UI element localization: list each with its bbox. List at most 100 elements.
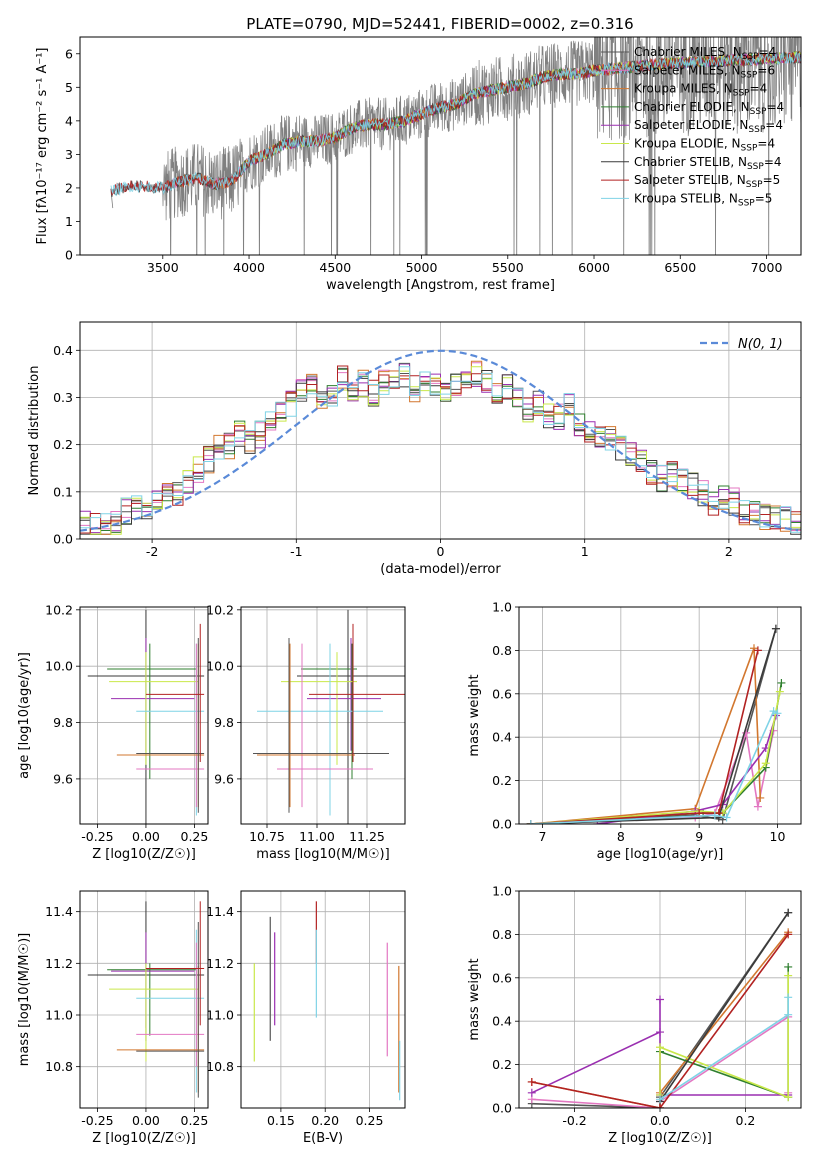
gridlines xyxy=(519,606,801,825)
y-tick-label: 11.4 xyxy=(206,904,234,919)
weight-point-marker xyxy=(784,971,793,980)
plot-area xyxy=(527,908,793,1108)
legend-subscript: SSP xyxy=(742,52,759,62)
weight-point-marker xyxy=(784,1093,793,1102)
x-tick-label: -0.25 xyxy=(81,829,113,844)
spectrum-data-line xyxy=(110,37,801,255)
x-axis-label: wavelength [Angstrom, rest frame] xyxy=(326,278,555,293)
weight-point-marker xyxy=(761,759,770,768)
weight-point-marker xyxy=(527,1088,536,1097)
legend-text: Salpeter STELIB, N xyxy=(634,173,746,187)
y-axis-label: mass [log10(M/M☉)] xyxy=(17,933,32,1066)
legend-subscript: SSP xyxy=(747,162,764,172)
x-tick-label: 0.25 xyxy=(356,1113,384,1128)
legend-subscript: SSP xyxy=(748,125,765,135)
x-tick-label: 0 xyxy=(437,544,445,559)
x-tick-label: 1 xyxy=(581,544,589,559)
y-tick-label: 0.8 xyxy=(492,927,512,942)
legend-subscript: SSP xyxy=(746,180,763,190)
legend-value: =4 xyxy=(764,155,782,169)
axes-frame xyxy=(79,36,802,256)
panel-mass_vs_ebv: 0.15 0.20 0.25 10.8 11.0 11.2 11.4 E(B-V) xyxy=(206,890,406,1146)
weight-point-marker xyxy=(526,820,535,824)
x-tick-label: 0.15 xyxy=(267,1113,295,1128)
weight-point-marker xyxy=(784,930,793,939)
x-tick-label: 4500 xyxy=(319,260,351,275)
y-tick-label: 6 xyxy=(65,46,73,61)
legend-label: Chabrier MILES, NSSP=4 xyxy=(634,45,776,62)
y-tick-label: 10.0 xyxy=(45,659,73,674)
x-tick-label: 11.25 xyxy=(349,829,385,844)
legend-subscript: SSP xyxy=(733,89,750,99)
legend-value: =4 xyxy=(750,82,768,96)
legend-label: Kroupa STELIB, NSSP=5 xyxy=(634,191,772,208)
gridlines xyxy=(241,607,405,824)
y-tick-label: 10.8 xyxy=(206,1059,234,1074)
x-tick-label: -1 xyxy=(290,544,302,559)
weight-series-line xyxy=(659,975,789,1099)
y-tick-label: 10.8 xyxy=(45,1059,73,1074)
x-tick-label: 5500 xyxy=(492,260,524,275)
legend-text: Salpeter ELODIE, N xyxy=(634,118,748,132)
weight-point-marker xyxy=(775,687,784,696)
plot-area xyxy=(87,901,205,1098)
panel-mass_vs_Z: -0.25 0.00 0.25 10.8 11.0 11.2 11.4 Z [log10(Z/… xyxy=(17,890,209,1146)
legend-value: =4 xyxy=(759,45,777,59)
y-tick-label: 0.2 xyxy=(492,773,512,788)
weight-point-marker xyxy=(656,1028,664,1037)
legend-label: Kroupa MILES, NSSP=4 xyxy=(634,82,767,99)
x-tick-label: 8 xyxy=(617,829,625,844)
x-tick-label: 0.0 xyxy=(650,1113,670,1128)
x-tick-label: 10 xyxy=(770,829,786,844)
gridlines xyxy=(80,607,208,824)
weight-point-marker xyxy=(656,1043,664,1052)
model-line-kroupa_stelib xyxy=(110,50,801,197)
normal-curve xyxy=(80,349,799,532)
panel-residuals: -2 -1 0 1 2 0.0 0.1 0.2 0.3 0.4 (data-model)/error… xyxy=(27,321,802,577)
y-tick-label: 0.8 xyxy=(492,643,512,658)
legend-label: Salpeter ELODIE, NSSP=4 xyxy=(634,118,783,135)
axes-frame xyxy=(240,890,406,1109)
weight-series-line xyxy=(530,710,778,824)
y-tick-label: 9.8 xyxy=(214,715,234,730)
y-tick-label: 4 xyxy=(65,113,73,128)
y-tick-label: 11.0 xyxy=(45,1008,73,1023)
y-axis-label: mass weight xyxy=(467,958,482,1040)
weight-point-marker xyxy=(756,793,765,802)
x-tick-label: 0.00 xyxy=(132,829,160,844)
panel-weight_vs_age: 7 8 9 10 0.0 0.2 0.4 0.6 0.8 1.0 age [log10(age/yr… xyxy=(467,600,802,862)
x-tick-label: 9 xyxy=(695,829,703,844)
x-tick-label: 5000 xyxy=(406,260,438,275)
weight-point-marker xyxy=(771,624,780,633)
legend-subscript: SSP xyxy=(741,70,758,80)
x-tick-label: 7000 xyxy=(751,260,783,275)
y-tick-label: 9.6 xyxy=(53,771,73,786)
y-axis-label: age [log10(age/yr)] xyxy=(17,652,32,779)
legend-value: =5 xyxy=(763,173,781,187)
y-tick-label: 5 xyxy=(65,80,73,95)
panel-age_vs_Z: -0.25 0.00 0.25 9.6 9.8 10.0 10.2 Z [log10(Z/Z☉… xyxy=(17,602,209,862)
y-tick-label: 11.0 xyxy=(206,1008,234,1023)
legend-text: Salpeter MILES, N xyxy=(634,63,741,77)
weight-series-line xyxy=(530,729,775,824)
weight-point-marker xyxy=(784,908,793,917)
panel-spectrum: 3500 4000 4500 5000 5500 6000 6500 7000 0 1 2 3 4 5 6 w… xyxy=(35,36,802,293)
legend-text: Chabrier ELODIE, N xyxy=(634,100,750,114)
legend-label: Salpeter STELIB, NSSP=5 xyxy=(634,173,780,190)
weight-series-line xyxy=(659,967,789,1099)
x-tick-label: -0.2 xyxy=(562,1113,586,1128)
weight-series-line xyxy=(530,650,759,824)
weight-series-line xyxy=(659,912,789,1102)
legend-subscript: SSP xyxy=(750,107,767,117)
weight-point-marker xyxy=(773,709,782,718)
plot-area xyxy=(110,37,801,255)
legend-label: Salpeter MILES, NSSP=6 xyxy=(634,63,775,80)
weight-point-marker xyxy=(784,962,793,971)
weight-point-marker xyxy=(527,1077,536,1086)
plot-area xyxy=(253,901,401,1101)
gridlines xyxy=(241,891,405,1108)
y-tick-label: 0.3 xyxy=(53,390,73,405)
weight-point-marker xyxy=(784,1010,793,1019)
legend-value: =5 xyxy=(755,191,773,205)
y-tick-label: 11.2 xyxy=(45,956,73,971)
